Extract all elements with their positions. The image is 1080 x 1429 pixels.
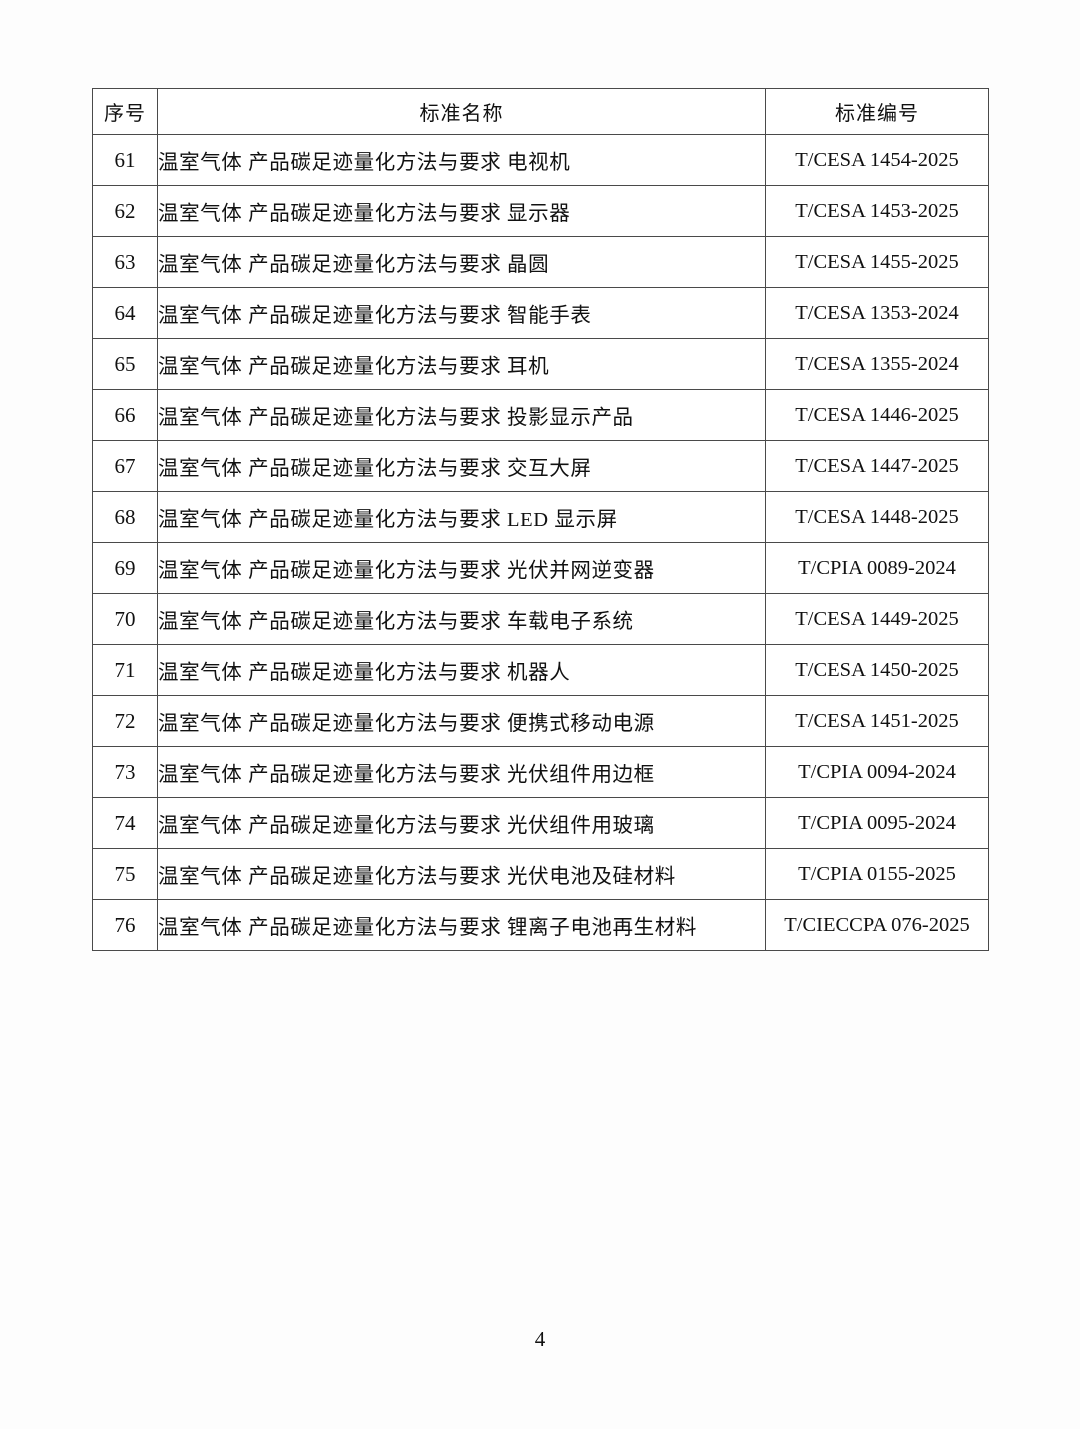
cell-standard-code: T/CESA 1355-2024 xyxy=(765,338,989,390)
cell-standard-name: 温室气体 产品碳足迹量化方法与要求 光伏并网逆变器 xyxy=(157,542,766,594)
column-header-name: 标准名称 xyxy=(157,88,766,135)
cell-standard-code: T/CESA 1450-2025 xyxy=(765,644,989,696)
table-row: 65 温室气体 产品碳足迹量化方法与要求 耳机 T/CESA 1355-2024 xyxy=(92,338,989,390)
cell-standard-code: T/CESA 1447-2025 xyxy=(765,440,989,492)
cell-standard-name: 温室气体 产品碳足迹量化方法与要求 LED 显示屏 xyxy=(157,491,766,543)
table-row: 72 温室气体 产品碳足迹量化方法与要求 便携式移动电源 T/CESA 1451-2… xyxy=(92,695,989,747)
table-row: 63 温室气体 产品碳足迹量化方法与要求 晶圆 T/CESA 1455-2025 xyxy=(92,236,989,288)
table-row: 68 温室气体 产品碳足迹量化方法与要求 LED 显示屏 T/CESA 1448-2… xyxy=(92,491,989,543)
cell-standard-name: 温室气体 产品碳足迹量化方法与要求 光伏组件用边框 xyxy=(157,746,766,798)
cell-sequence: 69 xyxy=(92,542,158,594)
table-row: 75 温室气体 产品碳足迹量化方法与要求 光伏电池及硅材料 T/CPIA 0155-… xyxy=(92,848,989,900)
table-row: 76 温室气体 产品碳足迹量化方法与要求 锂离子电池再生材料 T/CIECCPA 0… xyxy=(92,899,989,951)
cell-sequence: 76 xyxy=(92,899,158,951)
column-header-sequence: 序号 xyxy=(92,88,158,135)
cell-sequence: 73 xyxy=(92,746,158,798)
cell-standard-code: T/CESA 1453-2025 xyxy=(765,185,989,237)
cell-standard-code: T/CESA 1446-2025 xyxy=(765,389,989,441)
cell-standard-name: 温室气体 产品碳足迹量化方法与要求 显示器 xyxy=(157,185,766,237)
cell-sequence: 66 xyxy=(92,389,158,441)
table-row: 71 温室气体 产品碳足迹量化方法与要求 机器人 T/CESA 1450-2025 xyxy=(92,644,989,696)
cell-standard-name: 温室气体 产品碳足迹量化方法与要求 车载电子系统 xyxy=(157,593,766,645)
cell-standard-code: T/CIECCPA 076-2025 xyxy=(765,899,989,951)
table-row: 73 温室气体 产品碳足迹量化方法与要求 光伏组件用边框 T/CPIA 0094-2… xyxy=(92,746,989,798)
cell-sequence: 72 xyxy=(92,695,158,747)
cell-standard-code: T/CPIA 0094-2024 xyxy=(765,746,989,798)
cell-sequence: 65 xyxy=(92,338,158,390)
cell-sequence: 71 xyxy=(92,644,158,696)
cell-standard-name: 温室气体 产品碳足迹量化方法与要求 智能手表 xyxy=(157,287,766,339)
cell-sequence: 75 xyxy=(92,848,158,900)
cell-standard-name: 温室气体 产品碳足迹量化方法与要求 电视机 xyxy=(157,134,766,186)
cell-standard-name: 温室气体 产品碳足迹量化方法与要求 交互大屏 xyxy=(157,440,766,492)
cell-sequence: 61 xyxy=(92,134,158,186)
table-row: 62 温室气体 产品碳足迹量化方法与要求 显示器 T/CESA 1453-2025 xyxy=(92,185,989,237)
cell-sequence: 67 xyxy=(92,440,158,492)
cell-sequence: 63 xyxy=(92,236,158,288)
page-number: 4 xyxy=(534,1327,546,1351)
table-row: 61 温室气体 产品碳足迹量化方法与要求 电视机 T/CESA 1454-2025 xyxy=(92,134,989,186)
cell-standard-name: 温室气体 产品碳足迹量化方法与要求 投影显示产品 xyxy=(157,389,766,441)
cell-standard-code: T/CESA 1353-2024 xyxy=(765,287,989,339)
column-header-code: 标准编号 xyxy=(765,88,989,135)
table-row: 69 温室气体 产品碳足迹量化方法与要求 光伏并网逆变器 T/CPIA 0089-2… xyxy=(92,542,989,594)
table-row: 74 温室气体 产品碳足迹量化方法与要求 光伏组件用玻璃 T/CPIA 0095-2… xyxy=(92,797,989,849)
table-header-row: 序号 标准名称 标准编号 xyxy=(92,88,989,135)
cell-sequence: 62 xyxy=(92,185,158,237)
cell-standard-name: 温室气体 产品碳足迹量化方法与要求 锂离子电池再生材料 xyxy=(157,899,766,951)
cell-standard-code: T/CPIA 0095-2024 xyxy=(765,797,989,849)
cell-standard-name: 温室气体 产品碳足迹量化方法与要求 耳机 xyxy=(157,338,766,390)
cell-standard-code: T/CESA 1449-2025 xyxy=(765,593,989,645)
cell-standard-code: T/CESA 1451-2025 xyxy=(765,695,989,747)
cell-standard-name: 温室气体 产品碳足迹量化方法与要求 光伏电池及硅材料 xyxy=(157,848,766,900)
cell-sequence: 74 xyxy=(92,797,158,849)
table-row: 67 温室气体 产品碳足迹量化方法与要求 交互大屏 T/CESA 1447-2025 xyxy=(92,440,989,492)
standards-table: 序号 标准名称 标准编号 61 温室气体 产品碳足迹量化方法与要求 电视机 T/CE… xyxy=(92,88,989,951)
cell-sequence: 64 xyxy=(92,287,158,339)
cell-standard-name: 温室气体 产品碳足迹量化方法与要求 机器人 xyxy=(157,644,766,696)
cell-standard-name: 温室气体 产品碳足迹量化方法与要求 便携式移动电源 xyxy=(157,695,766,747)
cell-standard-code: T/CESA 1448-2025 xyxy=(765,491,989,543)
cell-standard-code: T/CESA 1454-2025 xyxy=(765,134,989,186)
cell-standard-code: T/CPIA 0155-2025 xyxy=(765,848,989,900)
cell-standard-name: 温室气体 产品碳足迹量化方法与要求 光伏组件用玻璃 xyxy=(157,797,766,849)
cell-standard-code: T/CESA 1455-2025 xyxy=(765,236,989,288)
cell-standard-code: T/CPIA 0089-2024 xyxy=(765,542,989,594)
table-header: 序号 标准名称 标准编号 xyxy=(92,88,989,135)
table-body: 61 温室气体 产品碳足迹量化方法与要求 电视机 T/CESA 1454-2025 6… xyxy=(92,134,989,951)
table-row: 70 温室气体 产品碳足迹量化方法与要求 车载电子系统 T/CESA 1449-20… xyxy=(92,593,989,645)
cell-sequence: 70 xyxy=(92,593,158,645)
table-row: 64 温室气体 产品碳足迹量化方法与要求 智能手表 T/CESA 1353-2024 xyxy=(92,287,989,339)
cell-sequence: 68 xyxy=(92,491,158,543)
cell-standard-name: 温室气体 产品碳足迹量化方法与要求 晶圆 xyxy=(157,236,766,288)
table-row: 66 温室气体 产品碳足迹量化方法与要求 投影显示产品 T/CESA 1446-20… xyxy=(92,389,989,441)
